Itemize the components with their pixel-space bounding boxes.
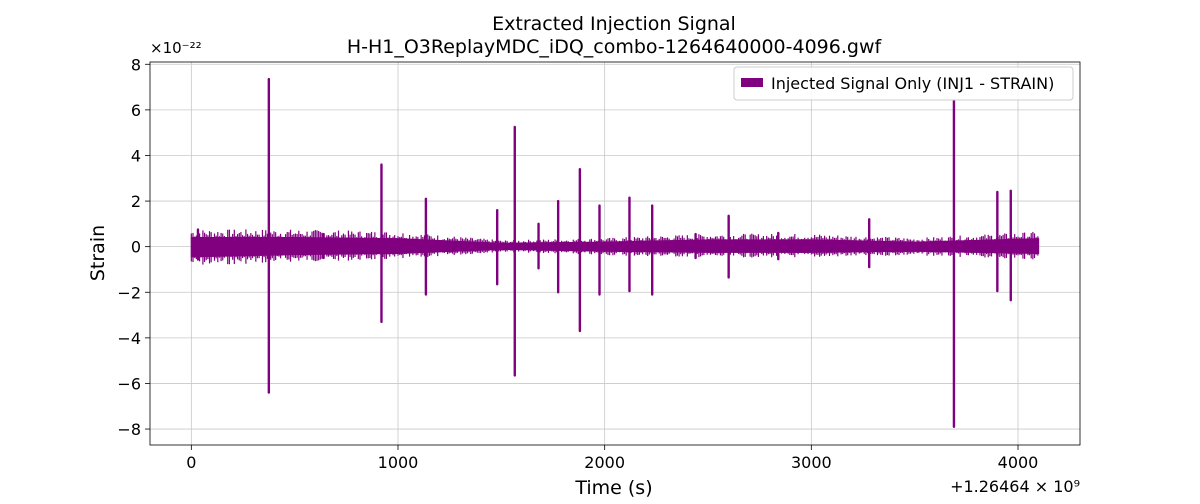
y-tick-label: 8 xyxy=(131,55,141,74)
plot-frame xyxy=(149,61,1081,446)
y-tick-label: 6 xyxy=(131,101,141,120)
x-tick-label: 3000 xyxy=(791,453,832,472)
x-tick-label: 2000 xyxy=(584,453,625,472)
y-tick-label: 4 xyxy=(131,146,141,165)
y-axis-label: Strain xyxy=(87,225,109,281)
x-tick-label: 4000 xyxy=(998,453,1039,472)
legend: Injected Signal Only (INJ1 - STRAIN) xyxy=(733,66,1074,101)
x-offset-label: +1.26464 × 10⁹ xyxy=(950,477,1080,496)
y-tick-label: −4 xyxy=(117,329,141,348)
chart-title: Extracted Injection Signal xyxy=(492,13,736,35)
legend-box xyxy=(733,66,1074,101)
chart-subtitle: H-H1_O3ReplayMDC_iDQ_combo-1264640000-40… xyxy=(347,36,883,58)
x-axis-label: Time (s) xyxy=(574,477,652,499)
x-ticks: 0 1000 2000 3000 4000 xyxy=(186,445,1038,472)
baseline-band-layer xyxy=(190,229,1040,265)
y-tick-label: 0 xyxy=(131,238,141,257)
x-tick-label: 1000 xyxy=(378,453,419,472)
y-tick-label: −2 xyxy=(117,283,141,302)
x-tick-label: 0 xyxy=(186,453,196,472)
legend-swatch xyxy=(741,78,763,87)
y-multiplier-label: ×10⁻²² xyxy=(150,39,202,57)
y-tick-label: −8 xyxy=(117,420,141,439)
y-tick-label: 2 xyxy=(131,192,141,211)
spike-layer xyxy=(196,77,1012,428)
y-tick-label: −6 xyxy=(117,374,141,393)
y-ticks: −8 −6 −4 −2 0 2 4 6 8 xyxy=(117,55,150,439)
legend-label: Injected Signal Only (INJ1 - STRAIN) xyxy=(771,74,1054,93)
